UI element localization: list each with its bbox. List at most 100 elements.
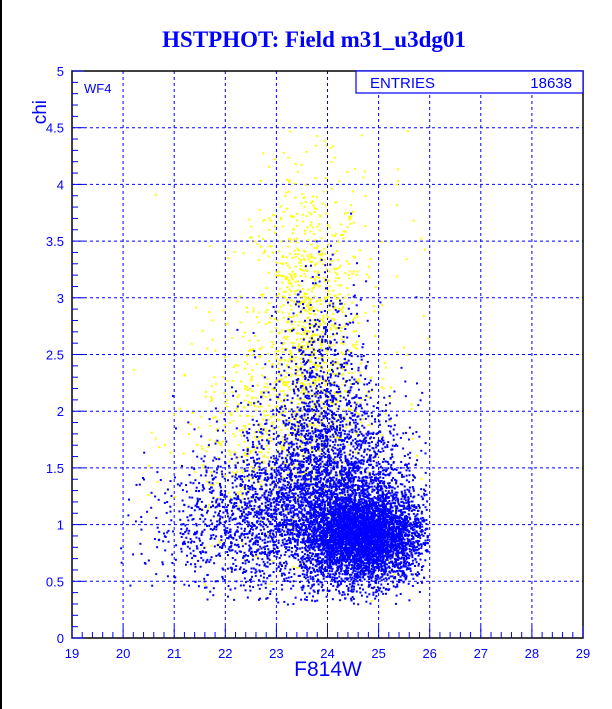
scatter-point-yellow — [333, 252, 336, 255]
scatter-point-yellow — [289, 179, 291, 182]
scatter-point-blue — [403, 554, 406, 557]
scatter-point-blue — [353, 582, 356, 585]
scatter-point-blue — [412, 577, 415, 580]
scatter-point-yellow — [336, 273, 339, 276]
scatter-point-blue — [304, 540, 307, 543]
scatter-point-yellow — [293, 300, 296, 303]
scatter-point-blue — [372, 557, 375, 560]
scatter-point-yellow — [389, 396, 392, 399]
scatter-point-blue — [371, 551, 374, 553]
scatter-point-blue — [408, 550, 411, 553]
scatter-point-blue — [330, 487, 333, 490]
scatter-point-yellow — [313, 211, 316, 213]
scatter-point-blue — [317, 512, 320, 515]
scatter-point-blue — [356, 564, 359, 567]
scatter-point-yellow — [337, 258, 340, 261]
scatter-point-yellow — [248, 423, 251, 426]
scatter-point-yellow — [302, 398, 305, 401]
scatter-point-blue — [301, 559, 304, 562]
scatter-point-yellow — [214, 440, 217, 443]
scatter-point-yellow — [240, 494, 243, 497]
scatter-point-yellow — [339, 223, 342, 226]
scatter-point-blue — [323, 511, 326, 514]
scatter-point-blue — [414, 518, 416, 521]
scatter-point-blue — [372, 525, 375, 528]
scatter-point-blue — [399, 567, 402, 570]
scatter-point-yellow — [254, 435, 256, 438]
scatter-point-yellow — [243, 459, 246, 462]
scatter-point-yellow — [276, 271, 279, 274]
scatter-point-blue — [363, 488, 366, 491]
scatter-point-blue — [385, 497, 388, 500]
scatter-point-blue — [356, 580, 359, 583]
scatter-point-yellow — [293, 238, 296, 241]
scatter-point-yellow — [268, 245, 271, 248]
scatter-point-yellow — [292, 464, 295, 467]
scatter-point-yellow — [342, 230, 345, 233]
scatter-point-yellow — [288, 316, 291, 319]
scatter-point-yellow — [266, 386, 269, 389]
scatter-point-blue — [322, 568, 325, 571]
scatter-point-yellow — [223, 424, 226, 426]
scatter-point-blue — [398, 543, 401, 545]
scatter-point-yellow — [334, 306, 336, 309]
scatter-point-yellow — [402, 346, 405, 349]
scatter-point-yellow — [291, 256, 294, 259]
scatter-point-yellow — [288, 237, 291, 240]
scatter-point-blue — [420, 568, 423, 571]
scatter-point-blue — [378, 568, 380, 571]
scatter-point-yellow — [323, 190, 325, 193]
scatter-point-blue — [402, 495, 405, 497]
scatter-point-yellow — [309, 359, 312, 362]
scatter-point-yellow — [359, 488, 362, 491]
scatter-point-blue — [397, 509, 400, 512]
scatter-point-blue — [316, 573, 319, 576]
scatter-point-blue — [408, 505, 411, 508]
scatter-point-blue — [359, 513, 361, 515]
scatter-point-yellow — [236, 470, 239, 473]
scatter-point-blue — [345, 541, 348, 544]
scatter-point-yellow — [355, 330, 357, 333]
scatter-point-yellow — [309, 444, 312, 447]
scatter-point-yellow — [327, 357, 330, 360]
scatter-point-yellow — [312, 337, 315, 340]
scatter-point-blue — [315, 560, 318, 563]
scatter-point-blue — [324, 570, 327, 573]
scatter-point-yellow — [297, 302, 300, 305]
scatter-point-blue — [346, 548, 348, 551]
scatter-point-yellow — [262, 456, 265, 459]
scatter-point-yellow — [355, 314, 357, 316]
scatter-point-yellow — [310, 339, 313, 342]
scatter-point-yellow — [275, 274, 278, 277]
scatter-point-yellow — [312, 363, 315, 366]
scatter-point-yellow — [310, 213, 313, 216]
scatter-point-blue — [356, 509, 359, 512]
scatter-point-blue — [359, 576, 362, 579]
scatter-point-yellow — [295, 371, 298, 374]
scatter-point-yellow — [292, 565, 295, 568]
scatter-point-blue — [350, 515, 353, 518]
scatter-point-yellow — [353, 316, 356, 319]
scatter-point-blue — [373, 496, 376, 498]
scatter-point-blue — [325, 539, 328, 542]
scatter-point-blue — [403, 489, 406, 492]
scatter-point-blue — [369, 575, 371, 578]
scatter-point-yellow — [327, 224, 330, 227]
scatter-point-yellow — [283, 445, 286, 448]
scatter-point-blue — [379, 515, 382, 518]
scatter-point-yellow — [260, 346, 263, 349]
scatter-point-blue — [338, 558, 341, 561]
scatter-point-yellow — [320, 347, 323, 349]
scatter-point-blue — [405, 548, 408, 551]
scatter-point-blue — [332, 557, 335, 560]
scatter-point-yellow — [305, 321, 308, 324]
scatter-point-yellow — [275, 393, 278, 396]
scatter-point-yellow — [279, 305, 282, 308]
scatter-point-blue — [371, 570, 374, 573]
scatter-point-yellow — [304, 309, 307, 312]
scatter-point-yellow — [238, 505, 241, 507]
scatter-point-blue — [417, 562, 420, 565]
scatter-point-blue — [336, 536, 339, 539]
scatter-point-yellow — [259, 486, 262, 489]
scatter-point-blue — [414, 565, 416, 567]
